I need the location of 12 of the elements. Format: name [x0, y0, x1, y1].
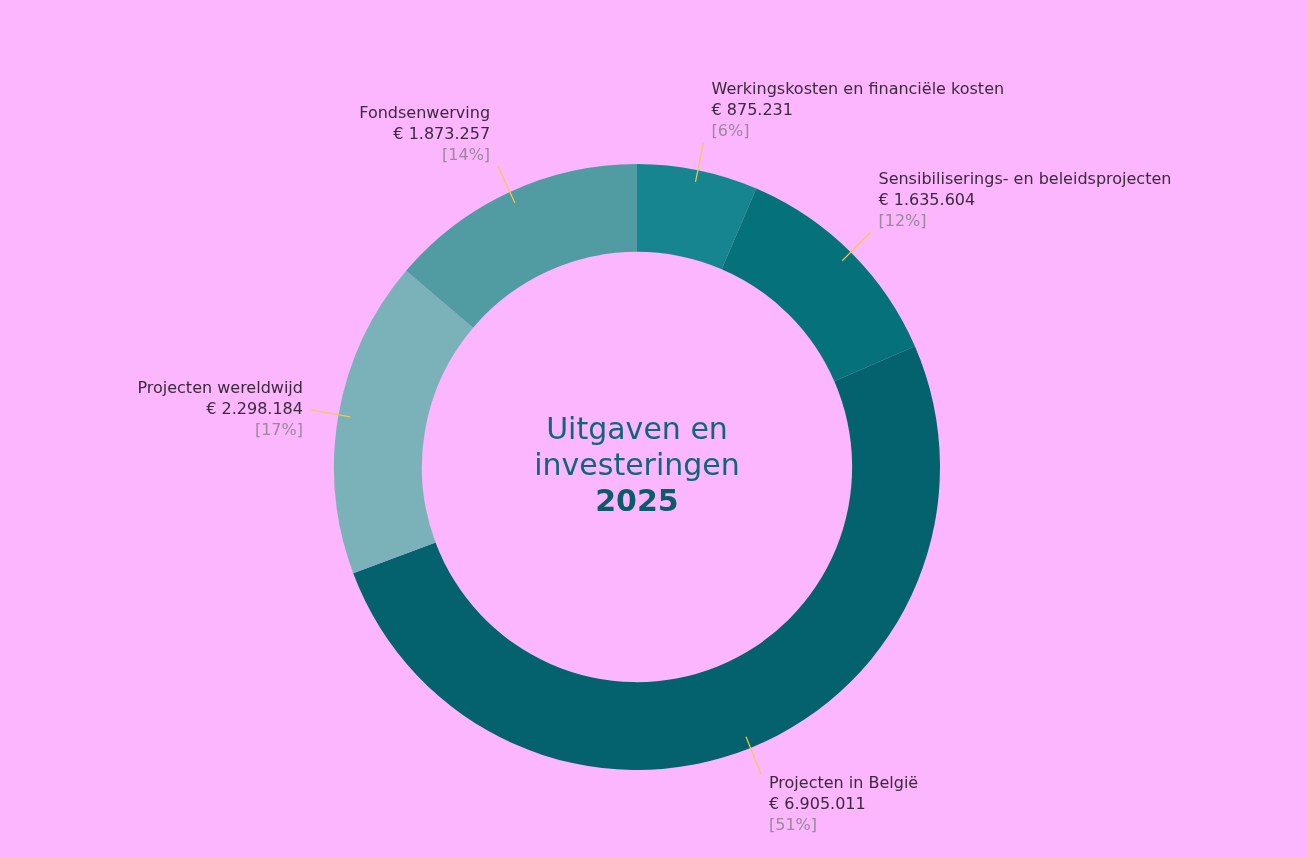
text: Uitgaven en investeringen — [534, 410, 740, 482]
data-label: € 875.231 [6%] — [711, 99, 793, 140]
slice-label: Projecten wereldwijd — [137, 377, 303, 397]
slice-label: Sensibiliserings- en beleidsprojecten — [878, 168, 1172, 188]
data-label: € 2.298.184 [17%] — [206, 398, 303, 439]
text: 2025 — [595, 482, 679, 518]
data-label: € 6.905.011 [51%] — [768, 794, 866, 835]
slice-label: Fondsenwerving — [359, 102, 491, 122]
data-label: € 1.873.257 [14%] — [393, 123, 491, 164]
data-label: € 1.635.604 [12%] — [878, 189, 976, 230]
slice-label: Projecten in België — [768, 773, 919, 793]
slice-label: Werkingskosten en financiële kosten — [711, 78, 1005, 98]
